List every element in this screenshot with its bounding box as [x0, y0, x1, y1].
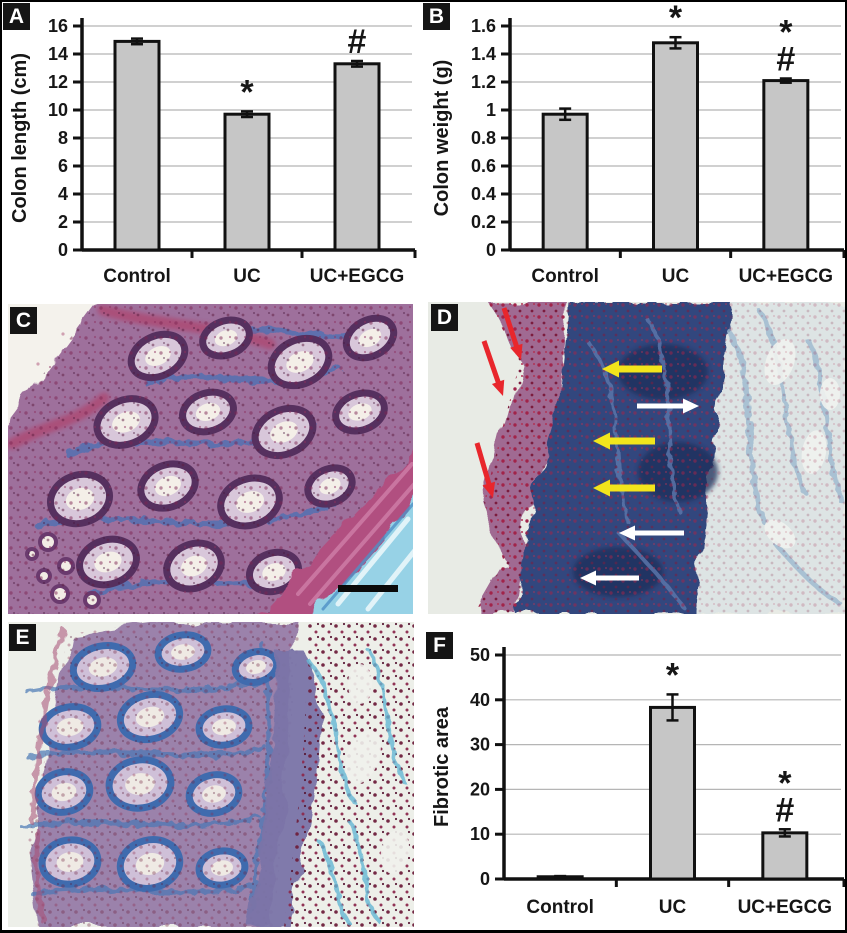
panel-label-d: D: [431, 304, 458, 331]
y-tick-label: 10: [470, 824, 490, 844]
y-tick-label: 1.2: [471, 72, 496, 92]
significance-mark: *: [778, 764, 792, 802]
white-arrow: [580, 570, 639, 586]
significance-mark: #: [775, 791, 794, 829]
category-label: Control: [531, 266, 599, 287]
y-tick-label: 8: [58, 128, 68, 148]
bar-Control: [541, 112, 589, 252]
bar-UC+EGCG: [762, 79, 810, 252]
fiber-strands: [296, 462, 413, 606]
y-tick-label: 50: [470, 645, 490, 665]
y-tick-label: 0: [58, 240, 68, 260]
y-tick-label: 2: [58, 212, 68, 232]
yellow-arrow: [593, 432, 655, 450]
category-label: Control: [103, 266, 171, 287]
y-tick-label: 12: [48, 72, 68, 92]
y-tick-label: 0: [480, 869, 490, 889]
yellow-arrow: [593, 479, 655, 497]
micrograph-uc-egcg-colon: [8, 622, 414, 927]
scale-bar: [338, 585, 398, 592]
y-tick-label: 10: [48, 100, 68, 120]
error-bar: [669, 35, 682, 50]
y-tick-label: 6: [58, 156, 68, 176]
error-bar: [554, 874, 567, 879]
panel-label-b: B: [423, 3, 450, 30]
y-tick-label: 1.4: [471, 44, 496, 64]
micrograph-uc-colon: [8, 304, 413, 614]
bar-UC: [223, 112, 271, 252]
red-arrow: [474, 442, 496, 498]
error-bar: [666, 693, 679, 722]
annotation-arrows: [474, 307, 699, 586]
significance-mark: *: [669, 4, 683, 37]
y-tick-label: 40: [470, 690, 490, 710]
significance-mark: #: [348, 23, 367, 61]
error-bar: [778, 828, 791, 838]
micrograph-uc-fibrosis-arrows: [428, 302, 845, 614]
y-tick-label: 0.6: [471, 156, 496, 176]
y-tick-label: 20: [470, 779, 490, 799]
category-label: UC: [233, 266, 261, 287]
category-label: UC: [662, 266, 690, 287]
error-bar: [131, 37, 143, 46]
y-tick-label: 1.6: [471, 16, 496, 36]
panel-label-c: C: [10, 307, 37, 334]
error-bar: [559, 107, 572, 122]
colon-weight-chart: 00.20.40.60.811.21.41.6Control*UC#*UC+EG…: [431, 4, 845, 287]
panel-label-a: A: [3, 3, 30, 30]
category-label: UC: [659, 897, 687, 918]
bar-UC: [652, 41, 699, 252]
panel-label-f: F: [426, 632, 453, 659]
y-tick-label: 0.8: [471, 128, 496, 148]
y-tick-label: 14: [48, 44, 68, 64]
y-tick-label: 30: [470, 735, 490, 755]
white-arrow: [637, 398, 699, 414]
error-bar: [351, 59, 363, 68]
y-tick-label: 0.2: [471, 212, 496, 232]
bar-UC+EGCG: [761, 831, 809, 881]
y-tick-label: 0.4: [471, 184, 496, 204]
significance-mark: *: [240, 73, 254, 111]
fiber-strands: [308, 650, 406, 926]
yellow-arrow: [602, 360, 662, 378]
significance-mark: #: [776, 41, 795, 79]
y-axis-title: Colon length (cm): [9, 53, 31, 223]
y-tick-label: 0: [486, 240, 496, 260]
y-tick-label: 16: [48, 16, 68, 36]
fiber-strands: [29, 627, 66, 925]
y-tick-label: 4: [58, 184, 68, 204]
bar-UC: [649, 705, 696, 881]
significance-mark: *: [666, 656, 680, 694]
category-label: Control: [526, 897, 594, 918]
white-arrow: [619, 525, 684, 541]
red-arrow: [501, 307, 523, 360]
error-bar: [241, 110, 253, 119]
error-bar: [779, 77, 792, 84]
significance-mark: *: [779, 14, 793, 52]
y-axis-title: Fibrotic area: [431, 706, 453, 827]
panel-label-e: E: [9, 624, 36, 651]
colon-length-chart: 0 2 4 6 8 10 12 14 16 Control * UC # UC+EGCG Colon len…: [9, 16, 417, 287]
category-label: UC+EGCG: [310, 266, 405, 287]
category-label: UC+EGCG: [739, 266, 834, 287]
y-axis-title: Colon weight (g): [431, 60, 453, 217]
y-tick-label: 1: [486, 100, 496, 120]
category-label: UC+EGCG: [738, 897, 833, 918]
bar-UC+EGCG: [333, 62, 381, 252]
red-arrow: [481, 340, 505, 396]
bar-Control: [113, 39, 161, 252]
